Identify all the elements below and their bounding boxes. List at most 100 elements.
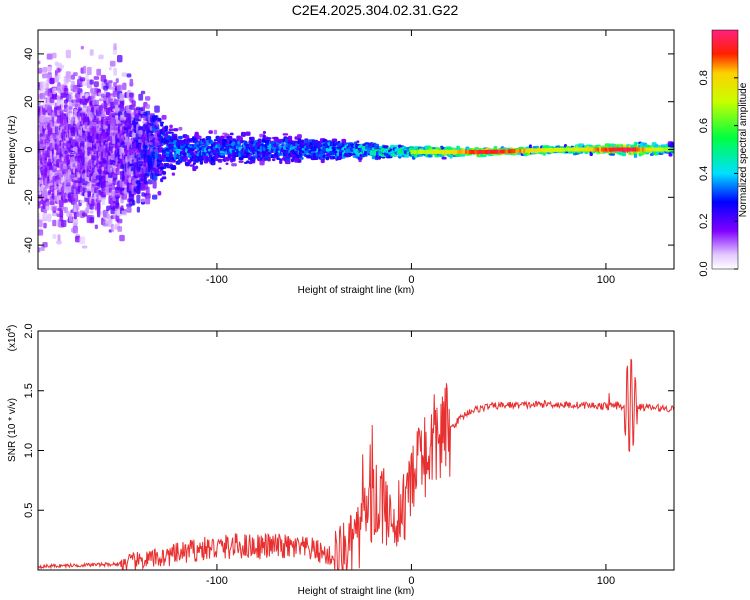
spectrogram-cell xyxy=(279,160,283,164)
spectrogram-ridge-cell xyxy=(499,149,503,154)
spectrogram-ridge-cell xyxy=(645,147,649,152)
spectrogram-cell xyxy=(38,67,43,74)
spectrogram-cell xyxy=(114,191,120,199)
spectrogram-cell xyxy=(336,142,342,147)
spectrogram-cell xyxy=(358,159,362,163)
colorbar-axis: 0.00.20.40.60.8 xyxy=(698,70,738,277)
spectrogram-ridge-cell xyxy=(449,149,453,154)
spectrogram-ridge-cell xyxy=(523,148,527,153)
spectrogram-ridge-cell xyxy=(429,149,433,154)
spectrogram-ridge-cell xyxy=(490,149,494,154)
spectrogram-x-tick-label: -100 xyxy=(206,274,228,286)
spectrogram-cell xyxy=(113,82,117,87)
spectrogram-cell xyxy=(49,102,55,106)
spectrogram-ridge-cell xyxy=(564,147,568,152)
spectrogram-cell xyxy=(210,160,216,166)
spectrogram-cell xyxy=(164,129,169,132)
snr-frame xyxy=(37,330,675,571)
spectrogram-cell xyxy=(39,93,46,100)
spectrogram-cell xyxy=(38,229,44,236)
spectrogram-cell xyxy=(140,90,146,95)
spectrogram-ridge-cell xyxy=(542,148,546,153)
spectrogram-cell xyxy=(122,82,127,90)
spectrogram-cell xyxy=(161,177,167,179)
spectrogram-ridge-cell xyxy=(636,147,639,152)
spectrogram-cell xyxy=(299,139,305,144)
colorbar-label: Normalized spectral amplitude xyxy=(738,82,749,217)
spectrogram-cell xyxy=(121,72,128,77)
spectrogram-ridge-cell xyxy=(608,147,612,152)
spectrogram-ridge-cell xyxy=(612,147,616,152)
spectrogram-ridge-cell xyxy=(546,148,550,153)
spectrogram-ridge-cell xyxy=(649,147,653,152)
spectrogram-cell xyxy=(460,154,466,157)
spectrogram-cell xyxy=(109,60,116,67)
spectrogram-cell xyxy=(441,156,447,160)
page-title: C2E4.2025.304.02.31.G22 xyxy=(291,2,459,18)
spectrogram-cell xyxy=(57,72,61,80)
spectrogram-ridge-cell xyxy=(519,148,523,153)
spectrogram-cell xyxy=(59,216,64,222)
spectrogram-ridge-cell xyxy=(439,149,443,154)
spectrogram-ridge-cell xyxy=(560,147,564,152)
spectrogram-cell xyxy=(75,236,81,243)
spectrogram-ridge-cell xyxy=(638,147,641,152)
spectrogram-cell xyxy=(89,210,94,214)
spectrogram-cell xyxy=(160,123,164,127)
spectrogram-cell xyxy=(65,179,71,186)
spectrogram-cell xyxy=(47,213,52,223)
spectrogram-ridge-cell xyxy=(657,147,661,152)
spectrogram-ridge-cell xyxy=(451,149,455,154)
spectrogram-ridge-cell xyxy=(647,147,651,152)
spectrogram-cell xyxy=(156,159,163,163)
snr-series-line xyxy=(38,358,674,570)
spectrogram-cell xyxy=(120,123,124,127)
spectrogram-ridge-cell xyxy=(521,148,525,153)
spectrogram-cell xyxy=(272,141,276,144)
spectrogram-ridge-cell xyxy=(457,149,461,154)
spectrogram-cell xyxy=(73,193,78,199)
spectrogram-cell xyxy=(281,141,285,145)
colorbar-tick-label: 0.6 xyxy=(698,118,710,133)
spectrogram-cell xyxy=(121,194,128,200)
spectrogram-ridge-cell xyxy=(577,147,581,152)
spectrogram-cell xyxy=(121,210,127,216)
spectrogram-ridge-cell xyxy=(620,147,624,152)
spectrogram-cell xyxy=(89,49,94,56)
spectrogram-ridge-cell xyxy=(513,149,517,154)
spectrogram-ridge-cell xyxy=(511,149,515,154)
spectrogram-cell xyxy=(57,67,61,73)
spectrogram-cell xyxy=(164,125,169,130)
spectrogram-ridge-cell xyxy=(424,149,427,154)
spectrogram-ridge-cell xyxy=(441,149,445,154)
spectrogram-ridge-cell xyxy=(552,147,556,152)
spectrogram-heatmap xyxy=(38,43,674,253)
spectrogram-ridge-cell xyxy=(464,149,468,154)
spectrogram-cell xyxy=(136,206,140,213)
spectrogram-cell xyxy=(325,156,330,161)
spectrogram-ridge-cell xyxy=(562,147,566,152)
colorbar-tick-label: 0.4 xyxy=(698,166,710,181)
spectrogram-ridge-cell xyxy=(624,147,628,152)
spectrogram-cell xyxy=(140,198,146,203)
spectrogram-ridge-cell xyxy=(501,149,505,154)
spectrogram-cell xyxy=(68,92,73,96)
spectrogram-cell xyxy=(266,137,272,140)
svg-text:(x104): (x104) xyxy=(6,325,18,352)
spectrogram-cell xyxy=(161,166,167,169)
spectrogram-cell xyxy=(38,219,43,228)
snr-scale-prefix: (x10 xyxy=(7,331,18,351)
spectrogram-cell xyxy=(306,154,311,158)
spectrogram-cell xyxy=(52,52,57,59)
spectrogram-cell xyxy=(154,105,160,113)
spectrogram-ridge-cell xyxy=(414,149,418,154)
spectrogram-y-tick-label: -40 xyxy=(23,237,35,253)
spectrogram-cell xyxy=(59,208,64,218)
spectrogram-ridge-cell xyxy=(589,147,593,152)
spectrogram-cell xyxy=(320,158,325,164)
spectrogram-ridge-cell xyxy=(478,149,482,154)
spectrogram-ridge-cell xyxy=(568,147,571,152)
spectrogram-cell xyxy=(205,136,212,139)
spectrogram-ridge-cell xyxy=(498,149,501,154)
spectrogram-cell xyxy=(138,126,144,132)
